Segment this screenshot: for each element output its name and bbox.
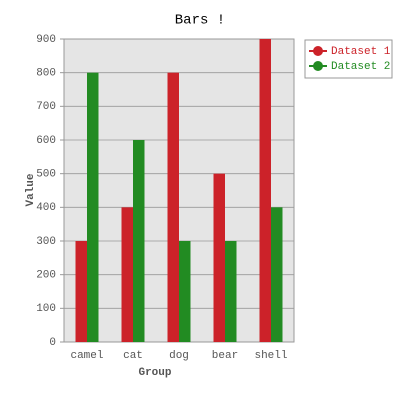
bar [87,72,99,343]
bar [259,39,271,342]
y-tick-label: 800 [36,68,56,80]
y-tick-label: 300 [36,236,56,248]
bar [213,173,225,342]
y-tick-label: 100 [36,303,56,315]
legend-label: Dataset 1 [331,46,391,58]
x-tick-label: cat [123,350,143,362]
chart-title: Bars ! [175,13,225,29]
y-tick-label: 500 [36,169,56,181]
bar [167,72,179,343]
x-tick-label: bear [212,350,238,362]
y-tick-label: 900 [36,34,56,46]
bar [121,207,133,342]
x-tick-label: camel [70,350,103,362]
y-axis-label: Value [25,173,37,206]
x-axis-label: Group [138,367,171,379]
x-tick-label: shell [254,350,287,362]
x-tick-label: dog [169,350,189,362]
y-tick-label: 400 [36,202,56,214]
legend-marker [313,61,323,71]
bar [225,241,237,342]
y-tick-label: 200 [36,270,56,282]
y-tick-label: 700 [36,101,56,113]
legend-label: Dataset 2 [331,61,390,73]
legend-marker [313,46,323,56]
bar [133,140,145,342]
bar [271,207,283,342]
bar [75,241,87,342]
y-tick-label: 600 [36,135,56,147]
y-tick-label: 0 [49,337,56,349]
bar [179,241,191,342]
